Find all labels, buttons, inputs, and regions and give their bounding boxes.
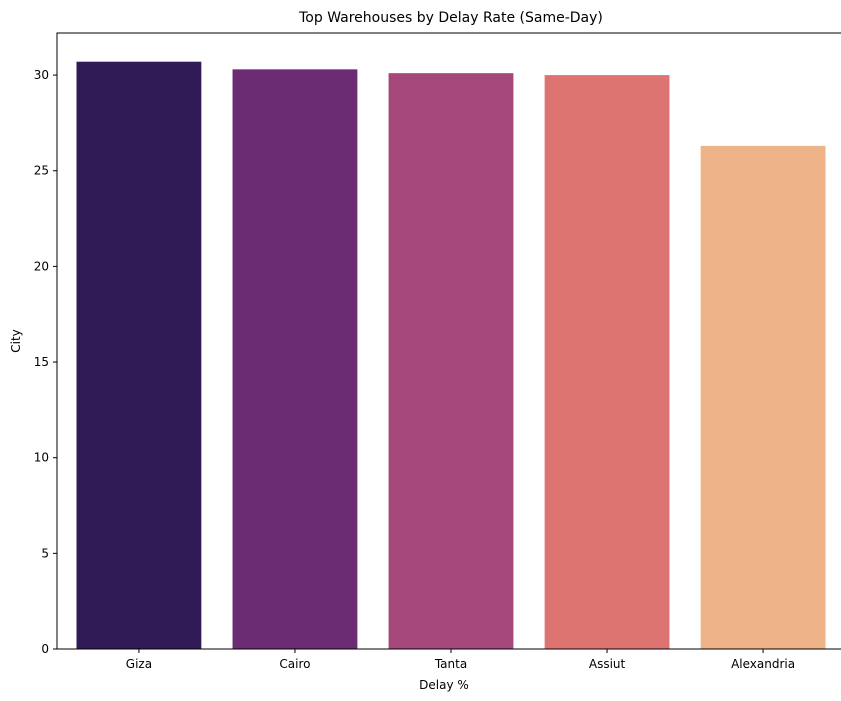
y-axis-label: City [9,329,23,353]
y-tick-label: 10 [34,451,49,465]
y-tick-label: 20 [34,259,49,273]
x-axis-label: Delay % [419,678,469,692]
x-tick-label: Alexandria [731,657,795,671]
y-tick-label: 25 [34,164,49,178]
y-tick-label: 5 [41,546,49,560]
y-tick-label: 30 [34,68,49,82]
bar-tanta [388,73,514,650]
bar-alexandria [700,145,826,649]
chart-title: Top Warehouses by Delay Rate (Same-Day) [298,10,603,26]
y-axis: 0 5 10 15 20 25 30 [34,68,57,656]
x-tick-label: Cairo [279,657,310,671]
bars-group [76,61,826,650]
x-tick-label: Assiut [589,657,626,671]
bar-assiut [544,75,670,650]
x-tick-label: Tanta [434,657,467,671]
bar-giza [76,61,202,649]
x-axis: Giza Cairo Tanta Assiut Alexandria [126,649,795,671]
y-tick-label: 15 [34,355,49,369]
bar-cairo [232,69,358,650]
x-tick-label: Giza [126,657,152,671]
y-tick-label: 0 [41,642,49,656]
